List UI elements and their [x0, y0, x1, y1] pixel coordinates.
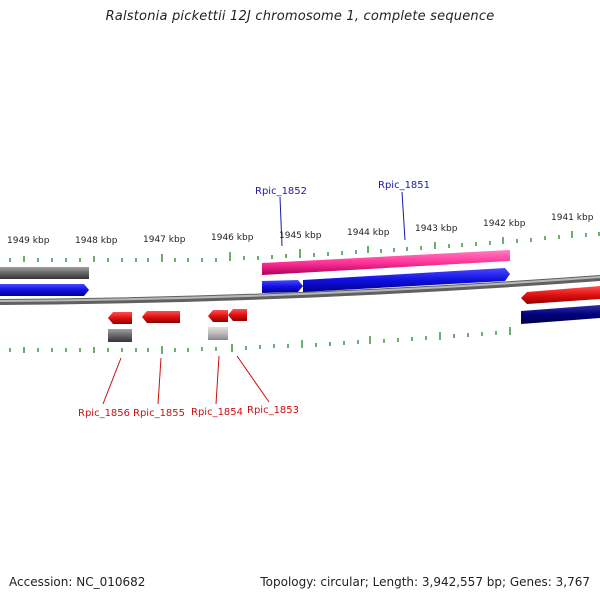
tick-row-lower	[9, 327, 511, 354]
kbp-label: 1946 kbp	[211, 233, 254, 243]
gene-rpic-1854-pseudo[interactable]	[208, 327, 228, 340]
gene-blue[interactable]	[0, 284, 89, 296]
gene-rpic-1853[interactable]	[228, 309, 247, 321]
backbone-line	[0, 276, 600, 302]
kbp-label: 1945 kbp	[279, 231, 322, 241]
gene-gray[interactable]	[0, 267, 89, 279]
gene-rpic-1855[interactable]	[142, 311, 180, 323]
gene-label[interactable]: Rpic_1852	[255, 186, 307, 197]
map-title: Ralstonia pickettii 12J chromosome 1, co…	[105, 9, 495, 24]
accession-text: Accession: NC_010682	[9, 575, 146, 589]
gene-rpic-1851[interactable]	[303, 268, 510, 292]
kbp-label: 1941 kbp	[551, 213, 594, 223]
gene-label[interactable]: Rpic_1856	[78, 408, 130, 419]
kbp-label: 1949 kbp	[7, 236, 50, 246]
kbp-label: 1943 kbp	[415, 224, 458, 234]
kbp-label: 1942 kbp	[483, 219, 526, 229]
topology-text: Topology: circular; Length: 3,942,557 bp…	[260, 575, 590, 589]
gene-label[interactable]: Rpic_1855	[133, 408, 185, 419]
gene-label[interactable]: Rpic_1854	[191, 407, 243, 418]
gene-rpic-1851-rna[interactable]	[262, 250, 510, 275]
gene-rpic-1854[interactable]	[208, 310, 228, 322]
gene-red-right[interactable]	[521, 286, 600, 304]
gene-label[interactable]: Rpic_1853	[247, 405, 299, 416]
backbone-shadow	[0, 275, 600, 305]
leader-lines-lower	[102, 355, 270, 405]
leader-lines-upper	[279, 191, 406, 247]
gene-navy-right[interactable]	[521, 305, 600, 324]
gene-rpic-1856-pseudo[interactable]	[108, 329, 132, 342]
gene-label[interactable]: Rpic_1851	[378, 180, 430, 191]
kbp-label: 1944 kbp	[347, 228, 390, 238]
gene-rpic-1852[interactable]	[262, 280, 303, 293]
tick-row-upper	[9, 231, 600, 262]
kbp-label: 1948 kbp	[75, 236, 118, 246]
gene-rpic-1856[interactable]	[108, 312, 132, 324]
kbp-label: 1947 kbp	[143, 235, 186, 245]
